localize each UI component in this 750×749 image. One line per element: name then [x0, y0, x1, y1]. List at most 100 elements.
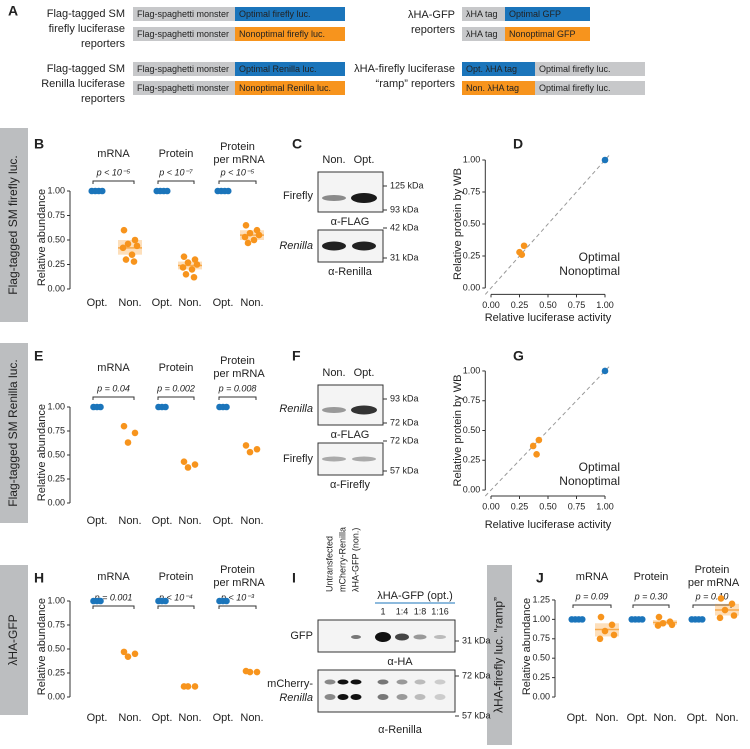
y-tick-label: 0.75	[47, 619, 65, 629]
reporter-label: Renilla luciferase	[41, 78, 125, 90]
x-tick-label: Non.	[653, 712, 676, 724]
blot-band	[322, 241, 346, 251]
antibody-label: α-Renilla	[328, 266, 373, 278]
blot-row-label: Firefly	[283, 453, 313, 465]
reporter-box	[133, 62, 235, 76]
reporter-label: reporters	[81, 38, 126, 50]
blot-band	[413, 634, 427, 640]
lane-label: Opt.	[354, 367, 375, 379]
lane-label: Opt.	[354, 154, 375, 166]
panel-letter: G	[513, 348, 524, 364]
y-tick-label: 1.00	[47, 185, 65, 195]
panel-letter: F	[292, 348, 301, 364]
category-label: Protein per mRNA	[210, 355, 265, 380]
p-bracket	[157, 180, 195, 184]
reporter-part: Optimal firefly luc.	[539, 83, 611, 93]
p-bracket	[92, 605, 135, 609]
reporter-box	[462, 62, 535, 76]
x-tick-label: Non.	[240, 297, 263, 309]
blot-frame	[317, 171, 384, 213]
data-point	[124, 240, 132, 248]
p-value: p < 10⁻⁵	[96, 167, 131, 177]
dilution-label: 1:16	[431, 606, 449, 616]
data-point	[597, 613, 605, 621]
y-tick-label: 1.25	[532, 594, 550, 604]
blot-band	[414, 679, 426, 685]
lane-label: λHA-GFP (non.)	[350, 528, 360, 592]
p-value: p = 0.30	[634, 591, 668, 601]
data-point	[97, 597, 104, 605]
reporter-box	[505, 27, 590, 41]
y-axis-label: Relative abundance	[521, 598, 533, 695]
data-point	[578, 616, 586, 623]
reporter-box	[133, 27, 235, 41]
row-label-line: Renilla	[279, 692, 313, 704]
data-point	[191, 683, 199, 690]
data-point	[120, 422, 128, 430]
category-label: Protein	[159, 148, 194, 160]
x-tick-label: 0.75	[568, 300, 586, 310]
row-label: Flag-tagged SM firefly luc.	[6, 155, 20, 294]
x-tick-label: 0.50	[539, 300, 557, 310]
reporter-label: “ramp” reporters	[376, 78, 456, 90]
reporter-part: Opt. λHA tag	[466, 64, 517, 74]
row-label-bar	[0, 565, 28, 715]
data-point	[122, 256, 130, 263]
reporter-part: Nonoptimal firefly luc.	[239, 29, 325, 39]
data-point	[241, 233, 249, 241]
y-tick-label: 0.75	[47, 425, 65, 435]
blot-band	[322, 195, 346, 201]
category-label: Protein	[159, 571, 194, 583]
y-tick-label: 1.00	[47, 401, 65, 411]
reporter-box	[535, 81, 645, 95]
data-point	[716, 614, 724, 622]
y-tick-label: 0.00	[47, 691, 65, 701]
x-tick-label: Opt.	[213, 515, 234, 527]
data-point	[124, 653, 132, 660]
blot-band	[352, 241, 376, 251]
data-point	[98, 187, 106, 195]
antibody-label: α-HA	[387, 656, 413, 668]
row-label-bar	[487, 565, 512, 745]
data-point	[193, 261, 201, 268]
x-tick-label: Non.	[240, 712, 263, 724]
blot-band	[377, 679, 389, 685]
marker-label: 31 kDa	[462, 635, 491, 645]
data-point	[97, 403, 104, 411]
category-label: mRNA	[97, 362, 130, 374]
x-tick-label: 1.00	[596, 300, 614, 310]
data-point	[188, 266, 196, 273]
x-tick-label: Opt.	[213, 297, 234, 309]
data-point	[190, 273, 198, 281]
y-axis-label: Relative protein by WB	[452, 168, 464, 280]
blot-band	[377, 694, 389, 700]
data-point	[698, 616, 706, 623]
data-point	[535, 436, 543, 444]
y-tick-label: 0.75	[47, 210, 65, 220]
data-point	[179, 264, 187, 271]
data-point	[253, 445, 261, 453]
data-point	[721, 606, 729, 614]
blot-row-label: Renilla	[279, 403, 313, 415]
blot-band	[396, 679, 408, 685]
data-point	[224, 187, 232, 195]
p-bracket	[218, 180, 257, 184]
row-label-bar	[0, 128, 28, 322]
reporter-box	[133, 7, 235, 21]
x-tick-label: Non.	[178, 712, 201, 724]
marker-label: 93 kDa	[390, 393, 419, 403]
data-point	[242, 222, 250, 229]
x-tick-label: Non.	[240, 515, 263, 527]
p-value: p < 10⁻⁴	[158, 592, 193, 602]
category-line: Protein	[695, 564, 730, 576]
reporter-part: λHA tag	[466, 29, 498, 39]
blot-frame	[317, 384, 384, 426]
blot-band	[395, 633, 409, 641]
y-tick-label: 0.25	[463, 250, 481, 260]
reporter-part: Non. λHA tag	[466, 83, 519, 93]
marker-label: 72 kDa	[390, 417, 419, 427]
y-tick-label: 0.50	[532, 653, 550, 663]
reporter-part: Optimal Renilla luc.	[239, 64, 317, 74]
data-point	[223, 403, 230, 411]
data-point	[250, 236, 258, 244]
